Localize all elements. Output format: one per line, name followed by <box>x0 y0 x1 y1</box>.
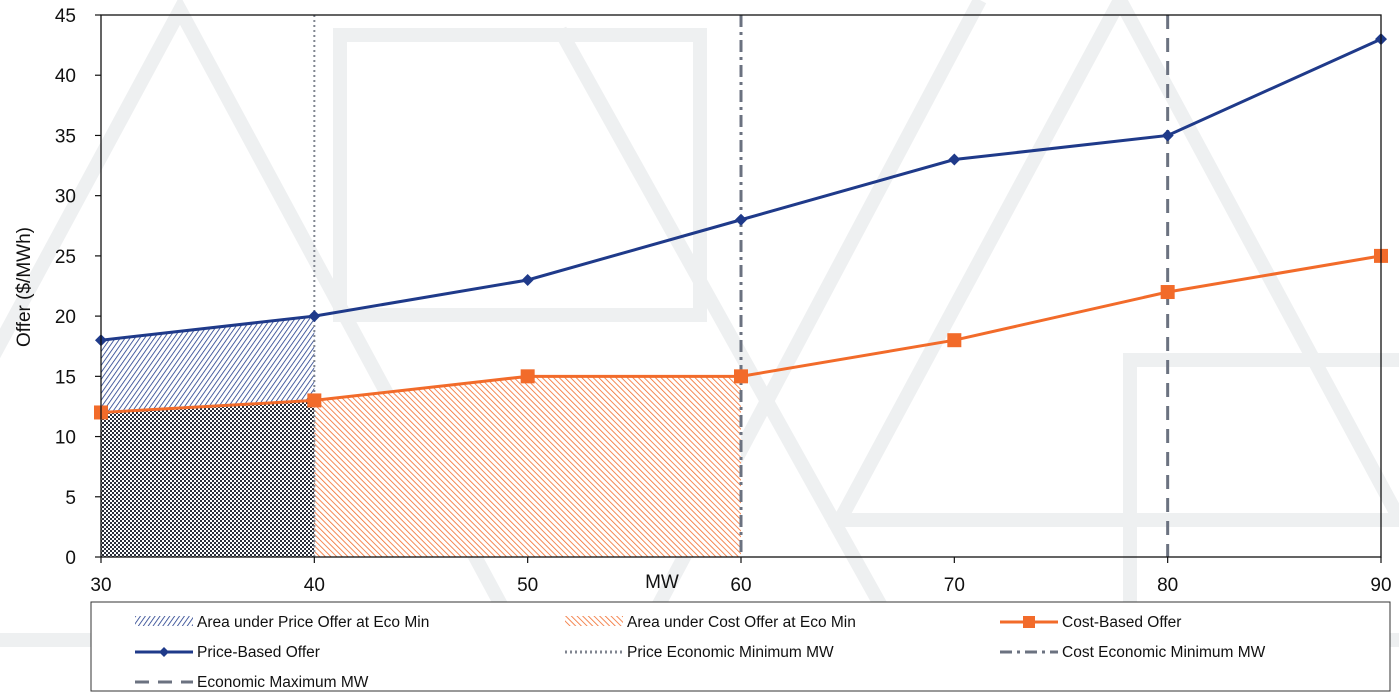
area-overlap <box>101 400 315 557</box>
x-tick-label: 60 <box>730 575 751 596</box>
point-price-based-offer <box>521 273 534 286</box>
point-cost-based-offer <box>520 369 535 384</box>
y-tick-label: 30 <box>55 187 76 208</box>
point-cost-based-offer <box>1160 285 1175 300</box>
legend-marker-price-based-offer <box>159 647 169 657</box>
point-price-based-offer <box>735 213 747 226</box>
legend-label-price-based-offer: Price-Based Offer <box>197 644 320 661</box>
axes: 0 5 10 15 20 25 30 35 40 45 30 40 50 60 70 80 90 <box>55 6 1392 596</box>
legend: Area under Price Offer at Eco Min Area un… <box>90 601 1391 692</box>
legend-label-area-under-price-offer-at-eco-min: Area under Price Offer at Eco Min <box>197 614 429 631</box>
point-price-based-offer <box>1161 129 1174 142</box>
x-tick-label: 90 <box>1370 575 1391 596</box>
x-tick-label: 80 <box>1157 575 1178 596</box>
legend-swatch-area-under-price-offer-at-eco-min <box>135 616 193 626</box>
y-tick-label: 40 <box>55 66 76 87</box>
point-cost-based-offer <box>947 333 962 348</box>
point-cost-based-offer <box>734 369 748 384</box>
x-tick-label: 30 <box>90 575 111 596</box>
y-tick-label: 25 <box>55 247 76 268</box>
y-tick-label: 20 <box>55 307 76 328</box>
point-cost-based-offer <box>307 393 322 408</box>
legend-label-area-under-cost-offer-at-eco-min: Area under Cost Offer at Eco Min <box>627 614 856 631</box>
y-axis-title: Offer ($/MWh) <box>14 227 35 347</box>
x-axis-title: MW <box>645 572 679 593</box>
y-tick-label: 35 <box>55 126 76 147</box>
x-tick-label: 40 <box>304 575 325 596</box>
legend-label-price-economic-minimum-mw: Price Economic Minimum MW <box>627 644 834 661</box>
legend-label-cost-based-offer: Cost-Based Offer <box>1062 614 1181 631</box>
legend-label-cost-economic-minimum-mw: Cost Economic Minimum MW <box>1062 644 1266 661</box>
point-price-based-offer <box>948 153 961 166</box>
y-tick-label: 45 <box>55 6 76 27</box>
y-tick-label: 5 <box>65 488 76 509</box>
legend-marker-cost-based-offer <box>1023 616 1035 628</box>
plot-area <box>94 15 1388 557</box>
x-tick-label: 50 <box>517 575 538 596</box>
y-tick-label: 10 <box>55 428 76 449</box>
point-price-based-offer <box>308 310 321 323</box>
legend-box <box>90 601 1391 692</box>
legend-label-economic-maximum-mw: Economic Maximum MW <box>197 674 369 691</box>
y-tick-label: 15 <box>55 367 76 388</box>
y-tick-label: 0 <box>65 548 76 569</box>
legend-swatch-area-under-cost-offer-at-eco-min <box>565 616 623 626</box>
x-tick-label: 70 <box>944 575 965 596</box>
